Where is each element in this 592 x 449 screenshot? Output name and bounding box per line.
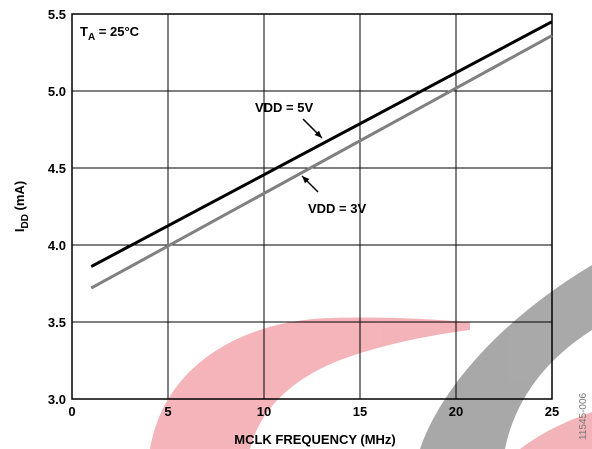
y-tick-label: 5.5 <box>48 7 66 22</box>
x-tick-label: 15 <box>353 404 367 419</box>
series-arrowhead-vdd-3v <box>302 176 310 184</box>
series-line-vdd-3v <box>90 34 553 290</box>
condition-rest: = 25°C <box>95 24 139 39</box>
x-tick-label: 20 <box>449 404 463 419</box>
condition-sub: A <box>88 32 95 43</box>
y-axis-label-unit: (mA) <box>12 181 27 214</box>
y-tick-labels: 3.0 3.5 4.0 4.5 5.0 5.5 <box>48 7 66 407</box>
y-axis-label-main: I <box>12 229 27 233</box>
y-tick-label: 4.5 <box>48 161 66 176</box>
x-tick-label: 0 <box>68 404 75 419</box>
series-arrowhead-vdd-5v <box>314 130 322 138</box>
series-label-vdd-3v: VDD = 3V <box>308 201 366 216</box>
plot-frame <box>71 13 553 400</box>
y-tick-label: 3.5 <box>48 315 66 330</box>
x-tick-label: 25 <box>545 404 559 419</box>
series-line-vdd-5v <box>90 20 553 268</box>
x-tick-label: 5 <box>164 404 171 419</box>
x-tick-label: 10 <box>257 404 271 419</box>
y-axis-label: IDD (mA) <box>12 181 31 232</box>
watermark-graphic <box>150 265 592 449</box>
condition-label: TA = 25°C <box>80 24 140 43</box>
condition-main: T <box>80 24 88 39</box>
y-tick-label: 4.0 <box>48 238 66 253</box>
series-group <box>90 20 553 290</box>
y-axis-label-sub: DD <box>20 214 31 228</box>
x-axis-label: MCLK FREQUENCY (MHz) <box>234 432 396 447</box>
y-tick-label: 5.0 <box>48 84 66 99</box>
figure-id: 11545-006 <box>578 392 589 440</box>
series-label-vdd-5v: VDD = 5V <box>255 100 313 115</box>
x-tick-labels: 0 5 10 15 20 25 <box>68 404 559 419</box>
y-tick-label: 3.0 <box>48 392 66 407</box>
